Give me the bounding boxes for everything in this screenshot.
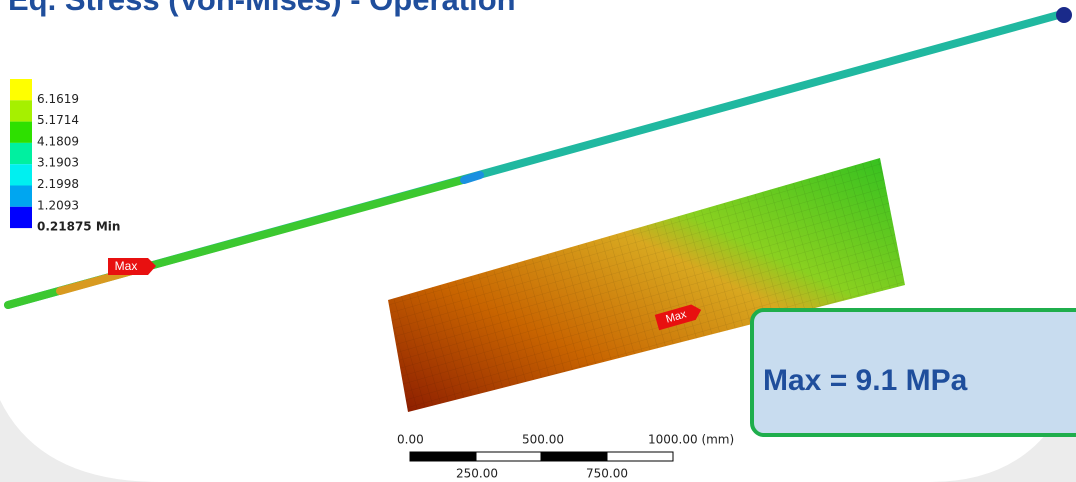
scale-label: 500.00 (522, 433, 564, 447)
slide: Eq. Stress (Von-Mises) - Operation 6.161… (0, 0, 1076, 482)
legend-swatch (10, 100, 32, 121)
legend-label: 4.1809 (37, 134, 79, 148)
legend-label: 1.2093 (37, 198, 79, 212)
legend-swatch (10, 186, 32, 207)
legend-swatch (10, 79, 32, 100)
legend-label: 6.1619 (37, 92, 79, 106)
scale-bar (410, 452, 673, 461)
legend-swatch (10, 143, 32, 164)
scale-label: 0.00 (397, 433, 424, 447)
legend-label: 5.1714 (37, 113, 79, 127)
legend-label: 3.1903 (37, 156, 79, 170)
probe-label: Max (115, 259, 138, 273)
legend-label: 0.21875 Min (37, 220, 120, 234)
legend: 6.1619 5.1714 4.1809 3.1903 2.1998 1.2093 0.21… (10, 79, 120, 234)
result-text: Max = 9.1 MPa (763, 364, 968, 397)
legend-swatch (10, 164, 32, 185)
title: Eq. Stress (Von-Mises) - Operation (8, 0, 516, 17)
scale-label: 250.00 (456, 467, 498, 481)
max-probe: Max (108, 258, 156, 275)
scale-label: 750.00 (586, 467, 628, 481)
legend-swatch (10, 122, 32, 143)
legend-label: 2.1998 (37, 177, 79, 191)
scale-label: 1000.00 (mm) (648, 433, 734, 447)
legend-swatch (10, 207, 32, 228)
